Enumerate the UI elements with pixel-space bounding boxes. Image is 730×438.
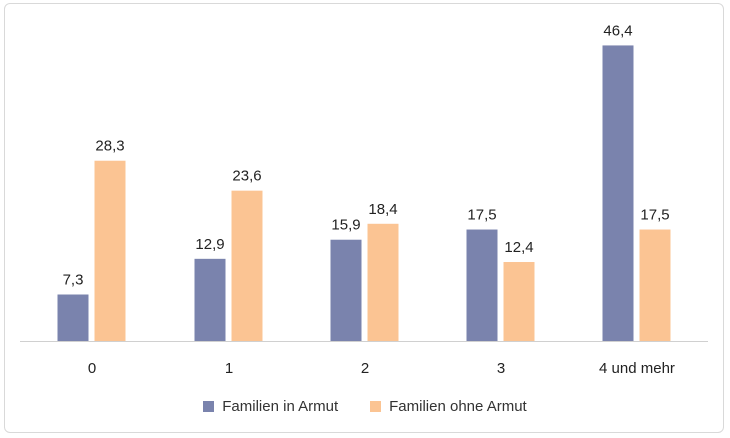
data-label-s0-c1: 12,9	[195, 236, 224, 253]
bar-s1-c3	[503, 262, 535, 341]
data-label-s1-c1: 23,6	[232, 168, 261, 185]
legend-swatch-1	[370, 400, 382, 412]
legend-label-0: Familien in Armut	[222, 397, 339, 415]
data-labels-group: 7,3 12,9 15,9 17,5 46,4 28,3 23,6 18,4 12,4 17,5	[63, 22, 670, 288]
bar-s0-c4	[602, 45, 634, 341]
x-tick-labels-group: 0 1 2 3 4 und mehr	[88, 360, 675, 377]
legend-label-1: Familien ohne Armut	[389, 397, 527, 415]
bar-s0-c1	[194, 258, 226, 341]
data-label-s1-c0: 28,3	[95, 138, 124, 155]
data-label-s1-c4: 17,5	[640, 207, 669, 224]
data-label-s0-c2: 15,9	[331, 217, 360, 234]
legend-swatch-0	[203, 400, 215, 412]
bar-s0-c2	[330, 239, 362, 341]
data-label-s1-c2: 18,4	[368, 201, 397, 218]
legend: Familien in Armut Familien ohne Armut	[0, 396, 730, 416]
data-label-s0-c4: 46,4	[603, 22, 632, 39]
x-tick-label-3: 3	[497, 360, 505, 377]
bar-s0-c3	[466, 229, 498, 341]
x-tick-label-4: 4 und mehr	[599, 360, 675, 377]
legend-item-0: Familien in Armut	[203, 398, 338, 415]
bar-s1-c1	[231, 190, 263, 341]
bar-s1-c2	[367, 223, 399, 341]
x-tick-label-0: 0	[88, 360, 96, 377]
data-label-s0-c0: 7,3	[63, 271, 84, 288]
x-tick-label-1: 1	[225, 360, 233, 377]
legend-item-1: Familien ohne Armut	[370, 398, 527, 415]
bars-group	[57, 45, 671, 341]
data-label-s1-c3: 12,4	[504, 239, 533, 256]
bar-s0-c0	[57, 294, 89, 341]
bar-s1-c0	[94, 160, 126, 341]
data-label-s0-c3: 17,5	[467, 207, 496, 224]
bar-s1-c4	[639, 229, 671, 341]
x-tick-label-2: 2	[361, 360, 369, 377]
